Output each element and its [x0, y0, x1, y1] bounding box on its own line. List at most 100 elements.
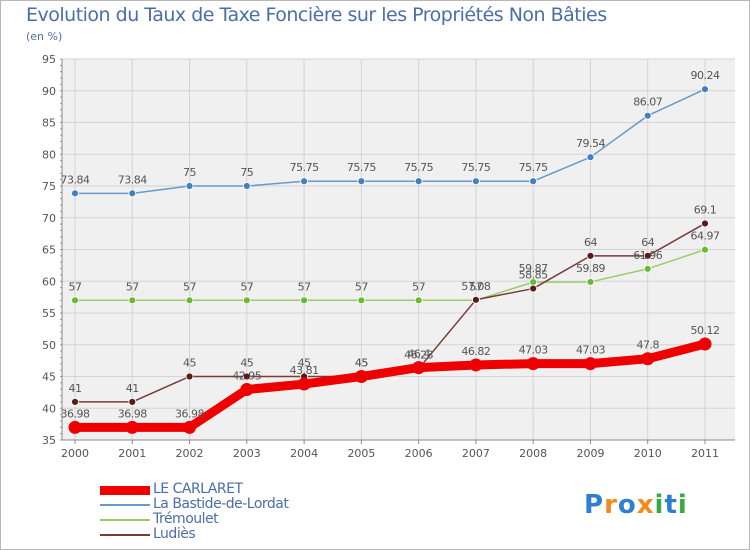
data-label: 75.75: [404, 161, 433, 174]
legend-label-la-bastide-de-lordat: La Bastide-de-Lordat: [153, 496, 289, 512]
series-line: [74, 248, 706, 302]
x-tick-label: 2004: [290, 447, 318, 460]
logo-letter: P: [584, 490, 605, 520]
data-point: [414, 177, 423, 186]
data-point: [185, 182, 194, 190]
data-label: 45: [240, 357, 253, 370]
y-tick-label: 90: [42, 85, 56, 98]
data-point: [529, 284, 538, 293]
data-point: [701, 245, 709, 254]
data-label: 57: [355, 280, 368, 293]
data-point: [586, 153, 595, 162]
data-point: [643, 264, 652, 273]
data-label: 73.84: [61, 173, 90, 186]
data-label: 57: [69, 280, 82, 293]
x-tick-label: 2007: [462, 447, 490, 460]
data-label: 75: [240, 166, 253, 179]
logo-letter: i: [677, 490, 688, 520]
legend-label-le-carlaret: LE CARLARET: [153, 481, 243, 497]
x-tick-label: 2010: [634, 447, 662, 460]
data-label: 47.8: [636, 339, 659, 352]
x-tick-label: 2005: [347, 447, 375, 460]
data-label: 45: [183, 357, 196, 370]
chart-title: Evolution du Taux de Taxe Foncière sur l…: [26, 4, 607, 26]
logo-letter: o: [617, 490, 637, 520]
data-label: 47.03: [519, 344, 548, 357]
x-tick-label: 2000: [61, 447, 89, 460]
data-point: [68, 420, 82, 434]
data-label: 43.81: [290, 364, 319, 377]
data-point: [472, 295, 480, 304]
data-point: [242, 296, 251, 305]
data-label: 45: [355, 357, 368, 370]
data-point: [526, 357, 540, 371]
data-label: 47.03: [576, 344, 605, 357]
data-point: [357, 177, 366, 186]
legend-swatch-le-carlaret: [100, 486, 150, 495]
data-point: [300, 296, 308, 305]
x-tick-label: 2006: [405, 447, 433, 460]
data-label: 79.54: [576, 137, 605, 150]
data-point: [586, 251, 595, 260]
x-tick-label: 2002: [176, 447, 204, 460]
y-tick-label: 95: [42, 53, 56, 66]
data-label: 57: [126, 280, 139, 293]
data-point: [240, 383, 254, 397]
y-tick-label: 80: [42, 148, 56, 161]
data-label: 59.87: [519, 262, 548, 275]
data-label: 41: [126, 382, 139, 395]
y-tick-label: 60: [42, 275, 56, 288]
data-point: [643, 251, 652, 260]
data-point: [71, 397, 79, 406]
data-point: [71, 189, 79, 198]
data-point: [641, 352, 655, 366]
data-point: [185, 296, 194, 305]
y-axis-label: (en %): [26, 30, 63, 43]
data-label: 57.08: [461, 280, 490, 293]
x-tick-label: 2011: [691, 447, 719, 460]
data-label: 50.12: [691, 324, 720, 337]
data-point: [698, 337, 712, 351]
data-label: 45: [298, 357, 311, 370]
line-chart: 35 40 45 50 55 60 65 70 75 80 85 90 95 2000 2001 2002 20…: [42, 53, 735, 460]
data-label: 36.98: [118, 407, 147, 420]
legend-label-ludies: Ludiès: [153, 526, 196, 542]
data-label: 36.98: [61, 407, 90, 420]
data-point: [357, 296, 366, 305]
data-label: 61.96: [633, 249, 662, 262]
data-label: 90.24: [691, 69, 720, 82]
data-label: 57: [469, 280, 482, 293]
data-point: [586, 278, 595, 286]
x-tick-label: 2009: [576, 447, 604, 460]
series-line: [74, 88, 706, 195]
data-label: 57: [298, 280, 311, 293]
data-label: 64.97: [691, 230, 720, 243]
data-point: [242, 372, 251, 381]
y-tick-label: 85: [42, 117, 56, 130]
data-label: 57: [412, 280, 425, 293]
data-label: 75.75: [519, 161, 548, 174]
data-point: [71, 296, 79, 305]
data-point: [583, 357, 597, 371]
y-tick-label: 40: [42, 402, 56, 415]
logo-letter: i: [654, 490, 665, 520]
y-tick-label: 75: [42, 180, 56, 193]
data-label: 75: [183, 166, 196, 179]
data-point: [472, 177, 480, 186]
data-label: 73.84: [118, 173, 147, 186]
data-label: 64: [584, 236, 597, 249]
data-label: 86.07: [633, 96, 662, 109]
data-label: 41: [69, 382, 82, 395]
data-label: 75.75: [347, 161, 376, 174]
data-point: [297, 377, 311, 391]
x-tick-label: 2003: [233, 447, 261, 460]
data-label: 58.85: [519, 269, 548, 282]
y-tick-label: 55: [42, 307, 56, 320]
legend-swatch-tremoulet: [100, 519, 150, 521]
y-tick-label: 45: [42, 371, 56, 384]
data-point: [412, 361, 426, 375]
data-point: [300, 177, 308, 186]
legend-label-tremoulet: Trémoulet: [153, 511, 219, 527]
proxiti-logo: Proxiti: [584, 490, 688, 520]
data-point: [354, 370, 368, 383]
